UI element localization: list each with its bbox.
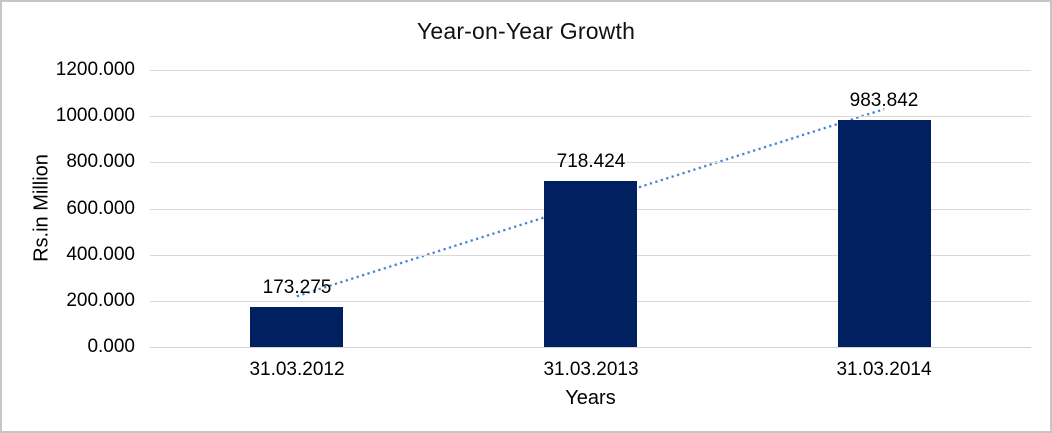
x-axis-title: Years: [565, 387, 616, 409]
bar-31.03.2013: [544, 181, 637, 347]
y-tick-label: 800.000: [66, 151, 135, 172]
plot-area: 173.275 718.424 983.842: [150, 70, 1031, 348]
y-tick-label: 1200.000: [55, 59, 135, 80]
chart-title: Year-on-Year Growth: [416, 18, 636, 44]
x-axis-line: [150, 347, 1031, 348]
y-tick-label: 0.000: [87, 336, 135, 357]
bar-31.03.2012: [250, 307, 343, 347]
gridline: [150, 162, 1031, 163]
x-tick-label: 31.03.2014: [836, 359, 932, 380]
x-tick-label: 31.03.2013: [543, 359, 639, 380]
bar-31.03.2014: [838, 120, 931, 347]
data-label: 983.842: [849, 90, 919, 111]
gridline: [150, 70, 1031, 71]
y-tick-label: 1000.000: [55, 105, 135, 126]
x-tick-label: 31.03.2012: [249, 359, 345, 380]
y-tick-label: 400.000: [66, 244, 135, 265]
gridline: [150, 116, 1031, 117]
y-tick-label: 200.000: [66, 290, 135, 311]
y-tick-label: 600.000: [66, 198, 135, 219]
data-label: 173.275: [262, 277, 332, 298]
data-label: 718.424: [556, 151, 626, 172]
